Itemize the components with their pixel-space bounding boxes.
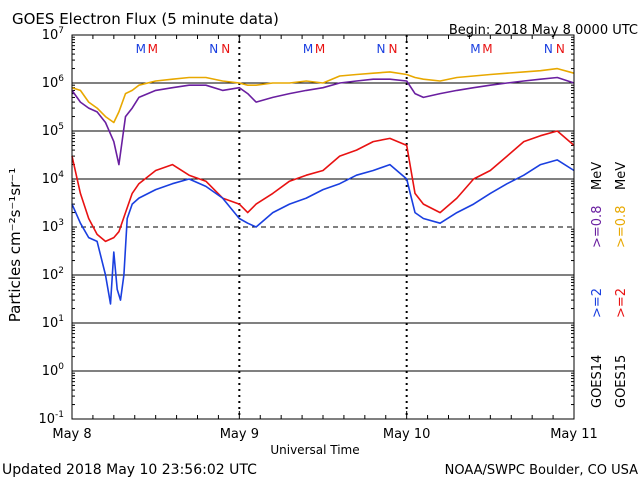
legend-ge08-goes15: >=0.8 [614,206,629,248]
legend-goes15: GOES15 [614,355,629,408]
x-axis-label: Universal Time [270,443,359,457]
marker-n-goes14: N [544,42,553,56]
marker-m-goes15: M [482,42,492,56]
marker-m-goes14: M [136,42,146,56]
series-line-goes15-ge08 [71,67,575,124]
marker-n-goes14: N [209,42,218,56]
gridlines [72,82,574,372]
legend-ge08-goes14: >=0.8 [590,206,605,248]
marker-n-goes15: N [221,42,230,56]
begin-label: Begin: 2018 May 8 0000 UTC [449,23,638,38]
series-line-goes14-ge2 [71,159,575,305]
plot-frame [71,34,575,420]
legend-goes14: GOES14 [590,355,605,408]
x-tick-labels: May 8 May 9 May 10 May 11 [52,427,597,442]
x-tick-label: May 10 [383,427,431,442]
credit-label: NOAA/SWPC Boulder, CO USA [445,463,638,478]
day-separators [238,35,408,419]
legend-ge2-goes15: >=2 [614,288,629,318]
marker-n-goes14: N [377,42,386,56]
x-tick-label: May 9 [220,427,259,442]
marker-n-goes15: N [389,42,398,56]
marker-n-goes15: N [556,42,565,56]
legend-ge2-goes14: >=2 [590,288,605,318]
x-tick-label: May 8 [52,427,91,442]
marker-m-goes15: M [148,42,158,56]
legend-mev-goes14: MeV [590,162,605,190]
legend-mev-goes15: MeV [614,162,629,190]
marker-m-goes15: M [315,42,325,56]
updated-timestamp: Updated 2018 May 10 23:56:02 UTC [2,462,257,478]
chart-title: GOES Electron Flux (5 minute data) [12,10,279,28]
series-line-goes15-ge2 [71,130,575,243]
series-line-goes14-ge08 [71,76,575,166]
marker-m-goes14: M [303,42,313,56]
x-tick-label: May 11 [550,427,598,442]
y-axis-label: Particles cm⁻²s⁻¹sr⁻¹ [6,168,24,322]
series-group [71,67,575,305]
legend: GOES14 GOES15 >=2 >=2 >=0.8 >=0.8 MeV Me… [590,162,629,408]
marker-m-goes14: M [470,42,480,56]
